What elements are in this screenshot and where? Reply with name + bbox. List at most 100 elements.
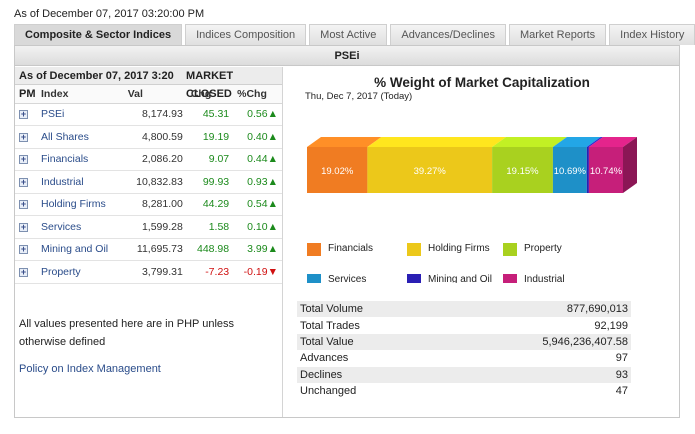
down-arrow-icon: ▼ — [267, 265, 278, 278]
index-name-all-shares[interactable]: All Shares — [37, 125, 124, 149]
stat-label: Advances — [300, 352, 349, 365]
stat-value: 92,199 — [594, 319, 628, 332]
index-change: 45.31 — [186, 103, 234, 126]
as-of-timestamp: As of December 07, 2017 03:20:00 PM — [14, 8, 205, 20]
stat-value: 93 — [440, 366, 631, 383]
up-arrow-icon: ▲ — [267, 220, 278, 233]
index-value: 3,799.31 — [123, 260, 187, 284]
tab-most-active[interactable]: Most Active — [309, 24, 388, 45]
index-name-psei[interactable]: PSEi — [37, 103, 124, 126]
index-name-holding-firms[interactable]: Holding Firms — [37, 193, 124, 216]
market-status: MARKET CLOSED — [186, 70, 234, 100]
legend-label: Mining and Oil — [428, 274, 492, 283]
bar-label-property: 19.15% — [506, 166, 539, 177]
legend-item-financials: Financials — [307, 243, 373, 256]
index-pct-change: 0.44▲ — [233, 148, 282, 171]
chart-subtitle: Thu, Dec 7, 2017 (Today) — [305, 91, 413, 102]
tab-market-reports[interactable]: Market Reports — [508, 24, 607, 45]
policy-link[interactable]: Policy on Index Management — [19, 363, 161, 375]
index-value: 8,174.93 — [123, 103, 187, 126]
legend-label: Financials — [328, 243, 374, 254]
tab-composite-sector-indices[interactable]: Composite & Sector Indices — [14, 24, 183, 45]
expand-cell: + — [15, 260, 37, 284]
index-name-financials[interactable]: Financials — [37, 148, 124, 171]
index-pct-change: 0.10▲ — [233, 215, 282, 239]
legend-swatch — [503, 243, 517, 256]
expand-plus-icon[interactable]: + — [19, 131, 28, 142]
expand-plus-icon[interactable]: + — [19, 266, 28, 277]
expand-cell: + — [15, 103, 37, 126]
tab-indices-composition[interactable]: Indices Composition — [185, 24, 307, 45]
chart-section: % Weight of Market Capitalization Thu, D… — [285, 67, 679, 417]
col-header-chg: Chg — [186, 85, 234, 104]
stat-value: 5,946,236,407.58 — [440, 333, 631, 351]
index-name-industrial[interactable]: Industrial — [37, 170, 124, 194]
index-change: -7.23 — [186, 260, 234, 284]
index-name-mining-and-oil[interactable]: Mining and Oil — [37, 238, 124, 261]
stat-label: Total Trades — [300, 319, 360, 332]
table-row: + Mining and Oil 11,695.73 448.98 3.99▲ — [15, 238, 282, 261]
legend-label: Services — [328, 274, 367, 283]
content-panel: PSEi As of December 07, 2017 3:20 PM MAR… — [14, 45, 680, 418]
expand-plus-icon[interactable]: + — [19, 244, 28, 255]
pct-value: 0.54 — [247, 198, 268, 211]
table-row: + PSEi 8,174.93 45.31 0.56▲ — [15, 103, 282, 126]
table-row: + Industrial 10,832.83 99.93 0.93▲ — [15, 170, 282, 194]
expand-cell: + — [15, 215, 37, 239]
index-pct-change: 0.56▲ — [233, 103, 282, 126]
index-change: 448.98 — [186, 238, 234, 261]
index-change: 19.19 — [186, 125, 234, 149]
index-name-services[interactable]: Services — [37, 215, 124, 239]
tab-bar: Composite & Sector Indices Indices Compo… — [14, 24, 695, 45]
table-row: + Property 3,799.31 -7.23 -0.19▼ — [15, 260, 282, 284]
stat-value: 47 — [615, 385, 628, 398]
col-header-index: Index — [37, 85, 124, 104]
table-row: + All Shares 4,800.59 19.19 0.40▲ — [15, 125, 282, 149]
stat-value: 97 — [615, 352, 628, 365]
index-value: 1,599.28 — [123, 215, 187, 239]
col-header-pct-chg: %Chg — [233, 85, 282, 104]
stats-row-advances: Advances 97 — [297, 350, 631, 366]
index-name-property[interactable]: Property — [37, 260, 124, 284]
legend-label: Holding Firms — [428, 243, 490, 254]
legend-item-services: Services — [307, 274, 366, 283]
tab-index-history[interactable]: Index History — [609, 24, 695, 45]
bar-segment-mining-and-oil — [586, 137, 603, 193]
market-cap-stacked-bar: 19.02% 39.27% 19.15% 10.69% 10.74% — [307, 137, 637, 193]
tab-advances-declines[interactable]: Advances/Declines — [390, 24, 506, 45]
legend-item-holding-firms: Holding Firms — [407, 243, 490, 256]
expand-plus-icon[interactable]: + — [19, 109, 28, 120]
index-value: 8,281.00 — [123, 193, 187, 216]
pct-value: 0.10 — [247, 220, 268, 233]
expand-plus-icon[interactable]: + — [19, 154, 28, 165]
stat-label: Unchanged — [300, 385, 357, 398]
pct-value: 0.40 — [247, 130, 268, 143]
table-row: + Financials 2,086.20 9.07 0.44▲ — [15, 148, 282, 171]
pct-value: 0.93 — [247, 175, 268, 188]
stats-row-declines: Declines 93 — [297, 366, 631, 383]
bar-label-holding-firms: 39.27% — [414, 166, 447, 177]
index-value: 2,086.20 — [123, 148, 187, 171]
stats-row-total-value: Total Value 5,946,236,407.58 — [297, 333, 631, 351]
bar-label-industrial: 10.74% — [590, 166, 623, 177]
pct-value: 3.99 — [247, 243, 268, 256]
table-header-row: Index Val Chg %Chg — [15, 85, 282, 104]
indices-table: Index Val Chg %Chg + PSEi 8,174.93 45.31 0.5… — [15, 85, 282, 284]
currency-note: All values presented here are in PHP unl… — [19, 318, 235, 348]
index-change: 1.58 — [186, 215, 234, 239]
expand-plus-icon[interactable]: + — [19, 199, 28, 210]
bar-segment-property: 19.15% — [492, 137, 567, 193]
pct-value: -0.19 — [243, 265, 268, 278]
expand-plus-icon[interactable]: + — [19, 221, 28, 232]
up-arrow-icon: ▲ — [267, 243, 278, 256]
expand-cell: + — [15, 170, 37, 194]
legend-item-industrial: Industrial — [503, 274, 565, 283]
stats-row-total-trades: Total Trades 92,199 — [297, 317, 631, 333]
stats-row-total-volume: Total Volume 877,690,013 — [297, 301, 631, 318]
status-asof: As of December 07, 2017 3:20 PM — [19, 70, 174, 100]
stat-label: Total Value — [297, 333, 441, 351]
legend-swatch — [307, 274, 321, 283]
legend-swatch — [307, 243, 321, 256]
up-arrow-icon: ▲ — [267, 175, 278, 188]
expand-plus-icon[interactable]: + — [19, 176, 28, 187]
